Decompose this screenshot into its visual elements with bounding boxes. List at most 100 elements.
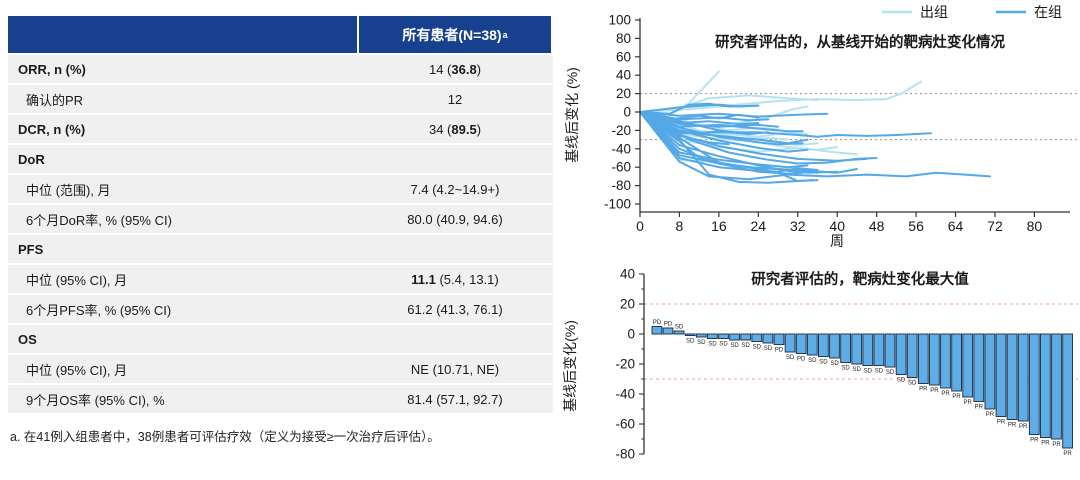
bar-response-label: PD: [797, 357, 806, 363]
bar-response-label: PR: [997, 420, 1006, 426]
trajectory-in: [639, 111, 819, 184]
row-value-vb: 89.5: [451, 121, 477, 137]
row-value-v1: 80.0 (40.9, 94.6): [407, 211, 503, 227]
bar-response-label: PR: [964, 400, 973, 406]
row-value: 14 (36.8): [357, 55, 553, 83]
row-value: NE (10.71, NE): [357, 355, 553, 383]
bar-patient: [684, 333, 696, 336]
bar-patient: [1028, 333, 1040, 435]
bar-response-label: PR: [1008, 423, 1017, 429]
bar-patient: [773, 333, 785, 345]
row-value: 11.1 (5.4, 13.1): [357, 265, 553, 293]
bar-response-label: PR: [941, 391, 950, 397]
row-label: DCR, n (%): [18, 121, 86, 137]
bar-patient: [862, 333, 874, 366]
row-label: 确认的PR: [26, 92, 84, 108]
svg-text:-40: -40: [615, 387, 635, 402]
svg-text:-80: -80: [615, 447, 635, 462]
bar-patient: [895, 333, 907, 375]
charts-panel: 100 80 60 40 20 0 -20 -40 -60 -80 -100 0 8 16 24 32 40 48…: [560, 0, 1080, 480]
row-label: 9个月OS率 (95% CI), %: [26, 392, 165, 408]
row-value-vb: 11.1: [411, 271, 436, 287]
bar-response-label: PR: [975, 405, 984, 411]
row-value: 34 (89.5): [357, 115, 553, 143]
bar-response-label: SD: [719, 342, 728, 348]
bar-response-label: SD: [897, 378, 906, 384]
axes: 40 20 0 -20 -40 -60 -80: [615, 267, 645, 462]
bar-patient: [995, 333, 1007, 417]
row-value-v2: (5.4, 13.1): [435, 271, 499, 287]
bar-patient: [840, 333, 852, 363]
bar-response-label: SD: [675, 325, 684, 331]
svg-text:-20: -20: [615, 357, 635, 372]
bar-response-label: SD: [697, 340, 706, 346]
svg-text:48: 48: [869, 218, 885, 234]
bar-response-label: PR: [1063, 451, 1072, 457]
bar-response-label: PR: [1030, 438, 1039, 444]
svg-text:-20: -20: [611, 123, 631, 138]
bar-response-label: SD: [819, 360, 828, 366]
table-row: DCR, n (%) 34 (89.5): [8, 115, 553, 143]
bar-response-label: SD: [875, 369, 884, 375]
bar-patient: [784, 333, 796, 353]
bar-response-label: SD: [864, 369, 873, 375]
bar-patient: [751, 333, 763, 342]
row-value-v1: 12: [447, 91, 463, 107]
bar-patient: [906, 333, 918, 378]
row-label: 中位 (95% CI), 月: [26, 362, 128, 378]
x-axis-label: 周: [830, 233, 844, 248]
bar-patient: [973, 333, 985, 402]
row-label: 6个月DoR率, % (95% CI): [26, 212, 172, 228]
svg-text:24: 24: [751, 218, 767, 234]
svg-text:0: 0: [623, 105, 631, 120]
trajectory-in: [639, 111, 809, 145]
svg-text:100: 100: [608, 13, 631, 28]
svg-text:56: 56: [908, 218, 924, 234]
table-row: 中位 (95% CI), 月 11.1 (5.4, 13.1): [8, 265, 553, 293]
bar-patient: [884, 333, 896, 368]
table-row: ORR, n (%) 14 (36.8): [8, 55, 553, 83]
y-axis-label: 基线后变化(%): [562, 320, 578, 412]
svg-text:64: 64: [948, 218, 964, 234]
bar-patient: [762, 333, 774, 344]
bar-patient: [673, 330, 685, 335]
bar-response-label: PR: [1019, 424, 1028, 430]
reference-lines: [640, 93, 1078, 141]
trajectory-in: [639, 111, 991, 181]
bar-patient: [962, 333, 974, 398]
patient-trajectories: [639, 70, 991, 184]
bar-patient: [729, 333, 740, 341]
svg-text:72: 72: [987, 218, 1003, 234]
row-value: [357, 145, 553, 173]
row-value-v1: 81.4 (57.1, 92.7): [407, 391, 503, 407]
bar-response-label: SD: [686, 339, 695, 345]
bar-response-label: PD: [664, 322, 673, 328]
trajectory-in: [639, 111, 809, 153]
bar-patient: [940, 333, 951, 389]
bar-patient: [873, 333, 885, 366]
svg-text:20: 20: [616, 86, 631, 101]
efficacy-table-panel: 所有患者(N=38) a ORR, n (%) 14 (36.8) 确认的PR 12 DC…: [8, 16, 553, 444]
table-row: 6个月PFS率, % (95% CI) 61.2 (41.3, 76.1): [8, 295, 553, 323]
svg-text:-80: -80: [611, 178, 631, 193]
table-row: PFS: [8, 235, 553, 263]
bar-response-label: PR: [1041, 441, 1050, 447]
table-header-footnote-marker: a: [502, 29, 508, 40]
bar-patient: [1040, 333, 1051, 438]
trajectory-in: [639, 111, 868, 162]
svg-text:-60: -60: [611, 160, 631, 175]
svg-text:20: 20: [620, 297, 635, 312]
table-header-empty-cell: [8, 16, 357, 53]
bar-patient: [718, 333, 729, 339]
bar-patient: [851, 333, 863, 365]
legend: 出组 在组: [882, 4, 1062, 20]
trajectory-in: [639, 111, 819, 175]
bar-patient: [695, 333, 707, 338]
row-value-v1: 61.2 (41.3, 76.1): [407, 301, 503, 317]
svg-text:80: 80: [1027, 218, 1043, 234]
efficacy-table: 所有患者(N=38) a ORR, n (%) 14 (36.8) 确认的PR 12 DC…: [8, 16, 553, 413]
bar-patient: [929, 333, 940, 386]
row-value: [357, 325, 553, 353]
svg-text:0: 0: [636, 218, 644, 234]
